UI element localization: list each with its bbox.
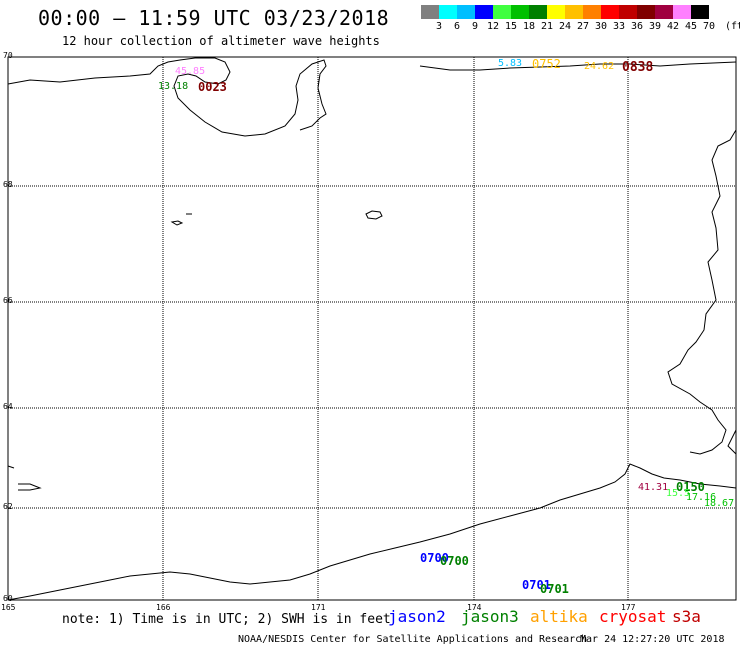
legend-tick-label: 30: [594, 21, 608, 32]
legend-swatch: [475, 5, 493, 19]
y-axis-label: 66: [3, 296, 13, 305]
legend-swatch: [421, 5, 439, 19]
page-title: 00:00 – 11:59 UTC 03/23/2018: [38, 6, 390, 30]
satellite-label-cryosat: cryosat: [599, 607, 667, 626]
x-axis-label: 174: [467, 603, 482, 612]
y-axis-label: 62: [3, 502, 13, 511]
wave-height-annotation: 18.67: [704, 498, 735, 509]
wave-height-annotation: 13.18: [158, 81, 189, 92]
footer-timestamp: Mar 24 12:27:20 UTC 2018: [580, 634, 725, 645]
pass-time-annotation: 0700: [440, 554, 469, 568]
wave-height-annotation: 45.85: [175, 66, 206, 77]
color-legend: [421, 5, 709, 24]
wave-height-annotation: 5.83: [498, 58, 523, 69]
wave-height-annotation: 41.31: [638, 482, 669, 493]
pass-time-annotation: 0700: [420, 551, 449, 565]
satellite-label-altika: altika: [530, 607, 588, 626]
legend-swatch: [601, 5, 619, 19]
legend-tick-label: 3: [435, 21, 443, 32]
legend-tick-label: 27: [576, 21, 590, 32]
legend-swatch: [655, 5, 673, 19]
legend-swatch: [547, 5, 565, 19]
coastline: [7, 57, 737, 601]
pass-time-annotation: 0023: [198, 80, 227, 94]
x-axis-label: 166: [156, 603, 171, 612]
legend-tick-label: 33: [612, 21, 626, 32]
wave-height-annotation: 17.16: [686, 492, 717, 503]
legend-tick-label: 18: [522, 21, 536, 32]
legend-tick-label: 6: [453, 21, 461, 32]
y-axis-label: 70: [3, 51, 13, 60]
legend-tick-label: 39: [648, 21, 662, 32]
pass-time-annotation: 0701: [522, 578, 551, 592]
legend-tick-label: 15: [504, 21, 518, 32]
legend-swatch: [691, 5, 709, 19]
pass-time-annotation: 0838: [622, 60, 654, 75]
satellite-label-jason2: jason2: [388, 607, 446, 626]
legend-tick-label: 24: [558, 21, 572, 32]
legend-swatch: [583, 5, 601, 19]
x-axis-label: 177: [621, 603, 636, 612]
legend-tick-label: 45: [684, 21, 698, 32]
y-axis-label: 60: [3, 594, 13, 603]
wave-height-annotation: 15.5: [666, 488, 691, 499]
legend-tick-label: 42: [666, 21, 680, 32]
longitude-gridlines: [162, 57, 629, 600]
map-frame: [7, 56, 737, 601]
legend-swatch: [493, 5, 511, 19]
units-note: note: 1) Time is in UTC; 2) SWH is in fe…: [62, 612, 391, 627]
legend-tick-label: (ft): [724, 21, 740, 32]
legend-tick-label: 70: [702, 21, 716, 32]
legend-swatch: [619, 5, 637, 19]
pass-time-annotation: 0150: [676, 480, 705, 494]
wave-height-annotation: 24.62: [584, 61, 615, 72]
y-axis-label: 68: [3, 180, 13, 189]
legend-tick-label: 21: [540, 21, 554, 32]
latitude-gridlines: [8, 185, 736, 509]
pass-time-annotation: 0752: [532, 57, 561, 71]
x-axis-label: 171: [311, 603, 326, 612]
satellite-label-jason3: jason3: [461, 607, 519, 626]
legend-swatch: [439, 5, 457, 19]
legend-swatch: [565, 5, 583, 19]
legend-tick-label: 12: [486, 21, 500, 32]
pass-time-annotation: 0701: [540, 582, 569, 596]
legend-tick-label: 9: [471, 21, 479, 32]
satellite-label-s3a: s3a: [672, 607, 701, 626]
footer-credit: NOAA/NESDIS Center for Satellite Applica…: [238, 634, 588, 645]
legend-swatch: [529, 5, 547, 19]
y-axis-label: 64: [3, 402, 13, 411]
legend-swatch: [673, 5, 691, 19]
legend-swatch: [511, 5, 529, 19]
legend-swatch: [637, 5, 655, 19]
page-subtitle: 12 hour collection of altimeter wave hei…: [62, 34, 380, 48]
legend-tick-label: 36: [630, 21, 644, 32]
x-axis-label: 165: [1, 603, 16, 612]
legend-swatch: [457, 5, 475, 19]
